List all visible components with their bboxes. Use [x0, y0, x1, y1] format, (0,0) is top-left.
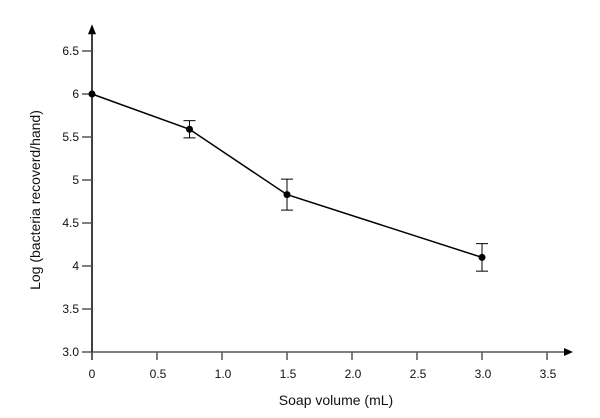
x-tick-label: 1.0: [215, 367, 232, 381]
y-tick-label: 3.0: [62, 345, 79, 359]
x-tick-label: 0.5: [150, 367, 167, 381]
x-tick-label: 3.5: [540, 367, 557, 381]
x-tick-label: 2.5: [410, 367, 427, 381]
x-tick-label: 1.5: [280, 367, 297, 381]
x-tick-label: 3.0: [475, 367, 492, 381]
x-tick-label: 0: [89, 367, 96, 381]
axes: [88, 24, 573, 360]
ticks: 0 0.5 1.0 1.5 2.0 2.5 3.0 3.5 3.0 3.5 4 4.5 5 5.5 6 6.5: [62, 44, 556, 381]
y-axis-arrow: [88, 24, 96, 35]
y-axis-label: Log (bacteria recoverd/hand): [27, 110, 43, 290]
y-tick-label: 5: [72, 173, 79, 187]
x-tick-label: 2.0: [345, 367, 362, 381]
y-tick-label: 4: [72, 259, 79, 273]
y-tick-label: 4.5: [62, 216, 79, 230]
y-tick-label: 5.5: [62, 130, 79, 144]
data-point: [88, 90, 96, 98]
data-point: [478, 253, 486, 261]
series-line: [91, 93, 483, 259]
data-point: [186, 125, 193, 133]
data-marks: [88, 90, 488, 272]
data-point: [283, 191, 291, 199]
x-axis-arrow: [564, 348, 573, 356]
y-tick-label: 6: [72, 87, 79, 101]
y-tick-label: 6.5: [62, 44, 79, 58]
y-tick-label: 3.5: [62, 302, 79, 316]
x-axis-label: Soap volume (mL): [279, 392, 393, 408]
